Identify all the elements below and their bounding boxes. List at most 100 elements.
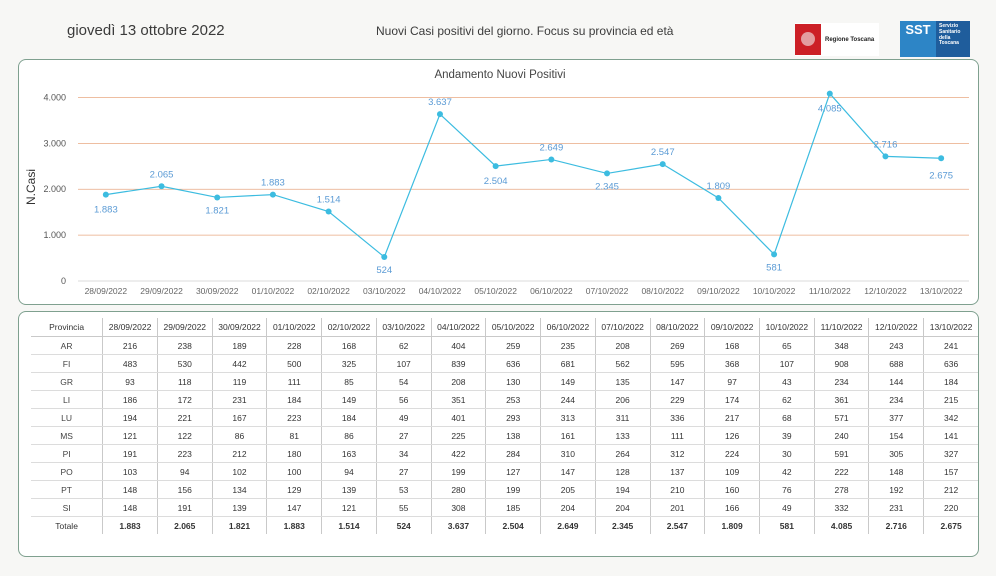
table-cell: 240 bbox=[813, 426, 869, 445]
table-cell: 149 bbox=[321, 390, 377, 409]
table-cell: 908 bbox=[813, 354, 869, 373]
table-cell: 361 bbox=[813, 390, 869, 409]
table-cell: 53 bbox=[375, 480, 432, 499]
table-cell: 137 bbox=[649, 462, 705, 481]
table-cell: 129 bbox=[266, 480, 322, 499]
table-cell: 204 bbox=[594, 498, 650, 517]
y-axis-label: N.Casi bbox=[24, 169, 38, 205]
table-cell: 215 bbox=[923, 390, 978, 409]
total-cell: 581 bbox=[758, 516, 815, 534]
table-cell: 312 bbox=[649, 444, 705, 463]
province-cell: AR bbox=[31, 336, 103, 355]
chart-panel: Andamento Nuovi Positivi N.Casi 0 1.000 2.… bbox=[18, 59, 979, 305]
table-cell: 149 bbox=[540, 372, 596, 391]
table-cell: 97 bbox=[704, 372, 760, 391]
table-cell: 310 bbox=[540, 444, 596, 463]
x-tick-label: 04/10/2022 bbox=[419, 286, 462, 296]
total-cell: 524 bbox=[375, 516, 432, 534]
table-cell: 208 bbox=[594, 336, 650, 355]
table-cell: 135 bbox=[594, 372, 650, 391]
table-cell: 55 bbox=[375, 498, 432, 517]
y-tick-label: 2.000 bbox=[43, 184, 66, 194]
table-date-header: 30/09/2022 bbox=[211, 318, 267, 337]
table-cell: 168 bbox=[704, 336, 760, 355]
table-cell: 234 bbox=[813, 372, 869, 391]
data-point bbox=[882, 153, 889, 160]
table-cell: 147 bbox=[649, 372, 705, 391]
table-cell: 68 bbox=[758, 408, 815, 427]
table-cell: 172 bbox=[156, 390, 213, 409]
table-date-header: 01/10/2022 bbox=[266, 318, 322, 337]
table-cell: 308 bbox=[430, 498, 486, 517]
x-tick-label: 29/09/2022 bbox=[140, 286, 183, 296]
table-cell: 130 bbox=[485, 372, 541, 391]
total-cell: 2.649 bbox=[540, 516, 596, 534]
x-tick-label: 13/10/2022 bbox=[920, 286, 963, 296]
table-cell: 595 bbox=[649, 354, 705, 373]
line-chart: Andamento Nuovi Positivi N.Casi 0 1.000 2.… bbox=[24, 69, 969, 296]
table-row: GR 93 118 119 111 85 54 208 130 149 135 147 97 43 234 1… bbox=[31, 372, 978, 391]
x-tick-label: 07/10/2022 bbox=[586, 286, 629, 296]
data-point bbox=[715, 194, 722, 201]
table-cell: 228 bbox=[266, 336, 322, 355]
table-cell: 94 bbox=[156, 462, 213, 481]
table-cell: 76 bbox=[758, 480, 815, 499]
sst-logo: SST Servizio Sanitario della Toscana bbox=[900, 21, 972, 57]
table-cell: 184 bbox=[923, 372, 978, 391]
table-cell: 166 bbox=[704, 498, 760, 517]
table-cell: 688 bbox=[868, 354, 924, 373]
table-cell: 189 bbox=[211, 336, 267, 355]
table-cell: 184 bbox=[266, 390, 322, 409]
data-label: 4.085 bbox=[818, 104, 842, 115]
table-cell: 284 bbox=[485, 444, 541, 463]
table-cell: 167 bbox=[211, 408, 267, 427]
table-date-header: 06/10/2022 bbox=[540, 318, 596, 337]
data-label: 2.065 bbox=[150, 169, 174, 180]
table-cell: 81 bbox=[266, 426, 322, 445]
table-cell: 128 bbox=[594, 462, 650, 481]
table-cell: 42 bbox=[758, 462, 815, 481]
table-cell: 85 bbox=[321, 372, 377, 391]
table-row: MS 121 122 86 81 86 27 225 138 161 133 111 126 39 240 1… bbox=[31, 426, 978, 445]
table-cell: 111 bbox=[266, 372, 322, 391]
x-tick-label: 28/09/2022 bbox=[85, 286, 128, 296]
table-cell: 325 bbox=[321, 354, 377, 373]
total-cell: 1.883 bbox=[102, 516, 158, 534]
regione-toscana-logo-text: Regione Toscana bbox=[825, 36, 875, 43]
table-cell: 194 bbox=[102, 408, 158, 427]
table-cell: 231 bbox=[211, 390, 267, 409]
data-label: 2.675 bbox=[929, 170, 953, 181]
table-date-header: 09/10/2022 bbox=[704, 318, 760, 337]
table-cell: 86 bbox=[321, 426, 377, 445]
table-cell: 259 bbox=[485, 336, 541, 355]
table-cell: 102 bbox=[211, 462, 267, 481]
table-cell: 27 bbox=[375, 462, 432, 481]
data-label: 2.345 bbox=[595, 181, 619, 192]
table-cell: 342 bbox=[923, 408, 978, 427]
table-cell: 54 bbox=[375, 372, 432, 391]
data-label: 2.716 bbox=[874, 139, 898, 150]
x-tick-label: 03/10/2022 bbox=[363, 286, 406, 296]
table-cell: 163 bbox=[321, 444, 377, 463]
x-tick-label: 05/10/2022 bbox=[474, 286, 517, 296]
data-point bbox=[548, 156, 555, 163]
table-cell: 269 bbox=[649, 336, 705, 355]
regione-toscana-logo: Regione Toscana bbox=[795, 23, 879, 56]
data-point bbox=[604, 170, 611, 177]
table-cell: 530 bbox=[156, 354, 213, 373]
table-cell: 49 bbox=[375, 408, 432, 427]
series-line bbox=[105, 92, 942, 258]
data-point bbox=[381, 253, 388, 260]
province-cell: PI bbox=[31, 444, 103, 463]
x-tick-label: 09/10/2022 bbox=[697, 286, 740, 296]
y-tick-label: 0 bbox=[61, 276, 66, 286]
data-label: 524 bbox=[376, 265, 392, 276]
total-cell: 1.514 bbox=[321, 516, 377, 534]
table-cell: 351 bbox=[430, 390, 486, 409]
table-date-header: 08/10/2022 bbox=[649, 318, 705, 337]
cases-table: Provincia 28/09/2022 29/09/2022 30/09/2022… bbox=[31, 318, 978, 534]
table-cell: 184 bbox=[321, 408, 377, 427]
table-cell: 264 bbox=[594, 444, 650, 463]
x-tick-label: 10/10/2022 bbox=[753, 286, 796, 296]
province-cell: PO bbox=[31, 462, 103, 481]
